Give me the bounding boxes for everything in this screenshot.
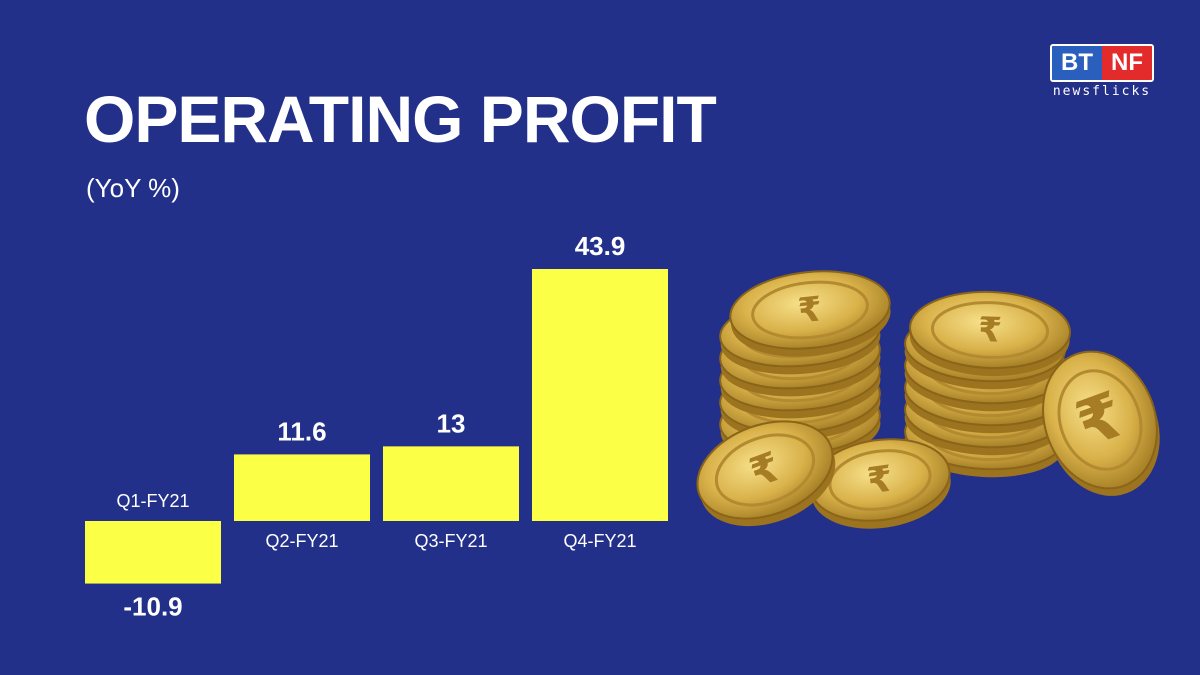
bar-q2-fy21 [234,454,370,521]
category-label: Q4-FY21 [563,531,636,551]
bar-q3-fy21 [383,446,519,521]
data-label: 13 [437,408,466,438]
data-label: 11.6 [277,416,326,446]
bar-chart: -10.9 Q1-FY21 11.6 Q2-FY21 13 Q3-FY21 43.9 Q4-F… [85,231,668,622]
logo-subtitle: newsflicks [1052,84,1152,99]
rupee-coins-icon: ₹₹₹₹₹₹₹₹₹₹₹₹₹₹₹ [696,270,1160,529]
logo-box: BT NF [1050,44,1154,82]
svg-text:₹: ₹ [977,310,1002,351]
data-label: -10.9 [123,592,182,622]
bar-q1-fy21 [85,521,221,584]
data-label: 43.9 [575,231,626,261]
category-label: Q3-FY21 [414,531,487,551]
category-label: Q2-FY21 [265,531,338,551]
logo-bt: BT [1052,46,1102,80]
page-subtitle: (YoY %) [86,173,180,203]
logo-nf: NF [1102,46,1152,80]
category-label: Q1-FY21 [116,491,189,511]
page-title: OPERATING PROFIT [84,82,717,156]
bar-q4-fy21 [532,269,668,521]
svg-text:₹: ₹ [865,458,896,502]
brand-logo[interactable]: BT NF newsflicks [1050,44,1154,99]
svg-text:₹: ₹ [796,289,824,331]
